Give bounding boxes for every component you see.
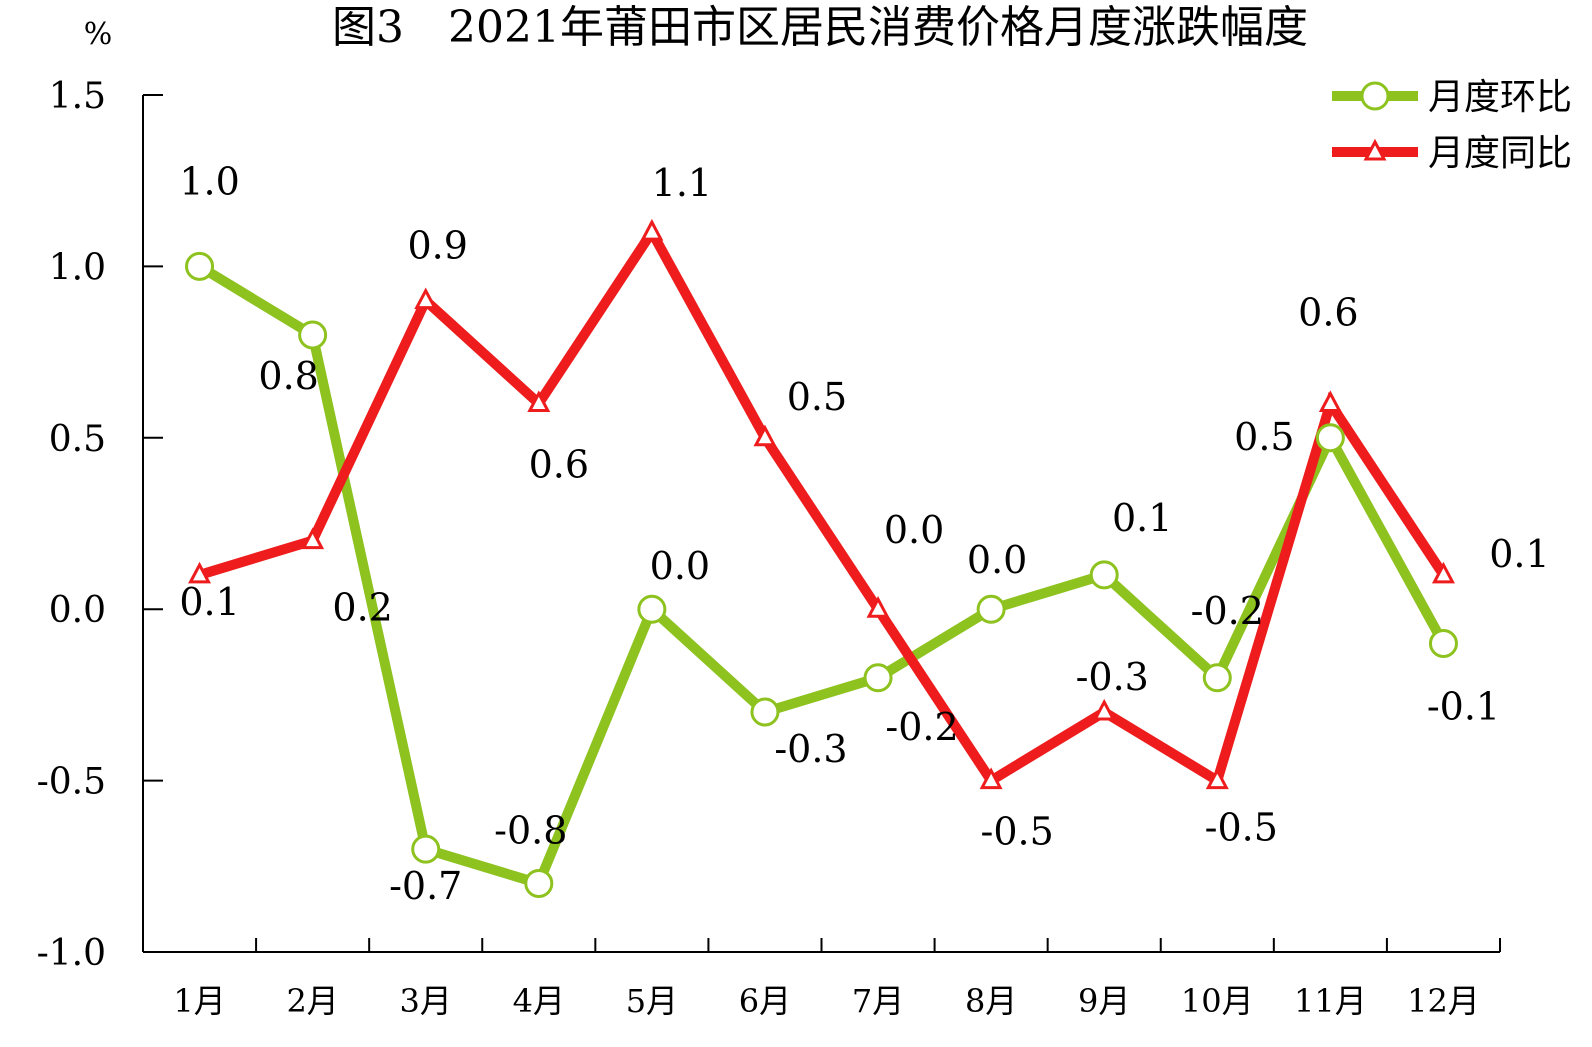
yoy-point-12	[1431, 561, 1455, 584]
mom-data-label-2: 0.8	[258, 354, 318, 398]
yoy-series-line	[194, 222, 1449, 789]
x-tick-label: 7月	[852, 982, 904, 1020]
mom-point-4	[524, 868, 554, 898]
yoy-data-label-9: -0.3	[1076, 655, 1149, 699]
yoy-data-label-8: -0.5	[980, 810, 1053, 854]
mom-data-label-5: 0.0	[650, 544, 710, 588]
x-tick-label: 3月	[400, 982, 452, 1020]
yoy-point-6	[753, 424, 777, 447]
mom-point-1	[185, 251, 215, 281]
mom-data-label-1: 1.0	[179, 159, 239, 203]
mom-point-2	[298, 320, 328, 350]
mom-data-label-12: -0.1	[1427, 684, 1500, 728]
x-tick-label: 4月	[513, 982, 565, 1020]
mom-data-label-4: -0.8	[494, 808, 567, 852]
series-layer	[185, 218, 1458, 898]
mom-data-label-9: 0.1	[1112, 496, 1172, 540]
mom-data-label-10: -0.2	[1191, 589, 1264, 633]
yoy-point-5	[640, 218, 664, 241]
mom-point-11	[1315, 423, 1345, 453]
mom-series-line	[194, 261, 1449, 890]
x-tick-label: 10月	[1181, 982, 1254, 1020]
yoy-data-label-10: -0.5	[1205, 806, 1278, 850]
yoy-data-label-3: 0.9	[407, 224, 467, 268]
x-tick-label: 11月	[1294, 982, 1367, 1020]
mom-point-3	[411, 834, 441, 864]
mom-data-label-8: 0.0	[967, 538, 1027, 582]
yoy-point-11	[1318, 390, 1342, 413]
y-tick-label: -0.5	[37, 762, 106, 803]
legend-label-1: 月度环比	[1428, 77, 1572, 118]
legend-marker-2	[1363, 138, 1387, 161]
yoy-data-label-4: 0.6	[529, 443, 589, 487]
yoy-data-label-7: 0.0	[884, 508, 944, 552]
yoy-point-9	[1092, 698, 1116, 721]
yoy-data-label-1: 0.1	[179, 580, 239, 624]
chart-title: 图3 2021年莆田市区居民消费价格月度涨跌幅度	[332, 2, 1308, 53]
mom-data-label-6: -0.3	[774, 727, 847, 771]
y-tick-label: -1.0	[37, 933, 106, 974]
x-tick-label: 12月	[1407, 982, 1480, 1020]
y-tick-label: 1.0	[49, 247, 106, 288]
data-labels: 1.0 0.8 -0.7 -0.8 0.0 -0.3 -0.2 0.0 0.1 -0.2 0.5 -0…	[179, 159, 1549, 908]
yoy-point-1	[188, 561, 212, 584]
yoy-point-7	[866, 595, 890, 618]
yoy-point-4	[527, 390, 551, 413]
x-tick-label: 5月	[626, 982, 678, 1020]
y-tick-label: 1.5	[49, 76, 106, 117]
x-tick-label: 1月	[173, 982, 225, 1020]
axes	[142, 94, 1501, 953]
yoy-point-10	[1205, 767, 1229, 790]
yoy-data-label-5: 1.1	[652, 161, 712, 205]
yoy-data-label-6: 0.5	[787, 375, 847, 419]
mom-point-5	[637, 594, 667, 624]
x-tick-label: 8月	[965, 982, 1017, 1020]
mom-point-12	[1428, 628, 1458, 658]
tick-labels: 1.5 1.0 0.5 0.0 -0.5 -1.0 1月 2月 3月 4月 5月 6月 7月 8月 9月 10…	[37, 76, 1480, 1020]
yoy-point-2	[301, 527, 325, 550]
mom-point-6	[750, 697, 780, 727]
x-tick-label: 9月	[1078, 982, 1130, 1020]
yoy-data-label-12: 0.1	[1489, 532, 1549, 576]
yoy-point-3	[414, 287, 438, 310]
mom-point-8	[976, 594, 1006, 624]
yoy-point-8	[979, 767, 1003, 790]
yoy-data-label-2: 0.2	[332, 586, 392, 630]
x-tick-label: 6月	[739, 982, 791, 1020]
x-tick-label: 2月	[286, 982, 338, 1020]
yoy-data-label-11: 0.6	[1298, 291, 1358, 335]
y-tick-label: 0.5	[49, 419, 106, 460]
legend-label-2: 月度同比	[1428, 133, 1572, 174]
legend-marker-1	[1360, 81, 1390, 111]
mom-point-7	[863, 663, 893, 693]
mom-point-9	[1089, 560, 1119, 590]
y-tick-label: 0.0	[49, 590, 106, 631]
mom-point-10	[1202, 663, 1232, 693]
mom-data-label-11: 0.5	[1234, 415, 1294, 459]
y-axis-unit: %	[84, 17, 113, 52]
mom-data-label-7: -0.2	[885, 705, 958, 749]
mom-data-label-3: -0.7	[389, 864, 462, 908]
